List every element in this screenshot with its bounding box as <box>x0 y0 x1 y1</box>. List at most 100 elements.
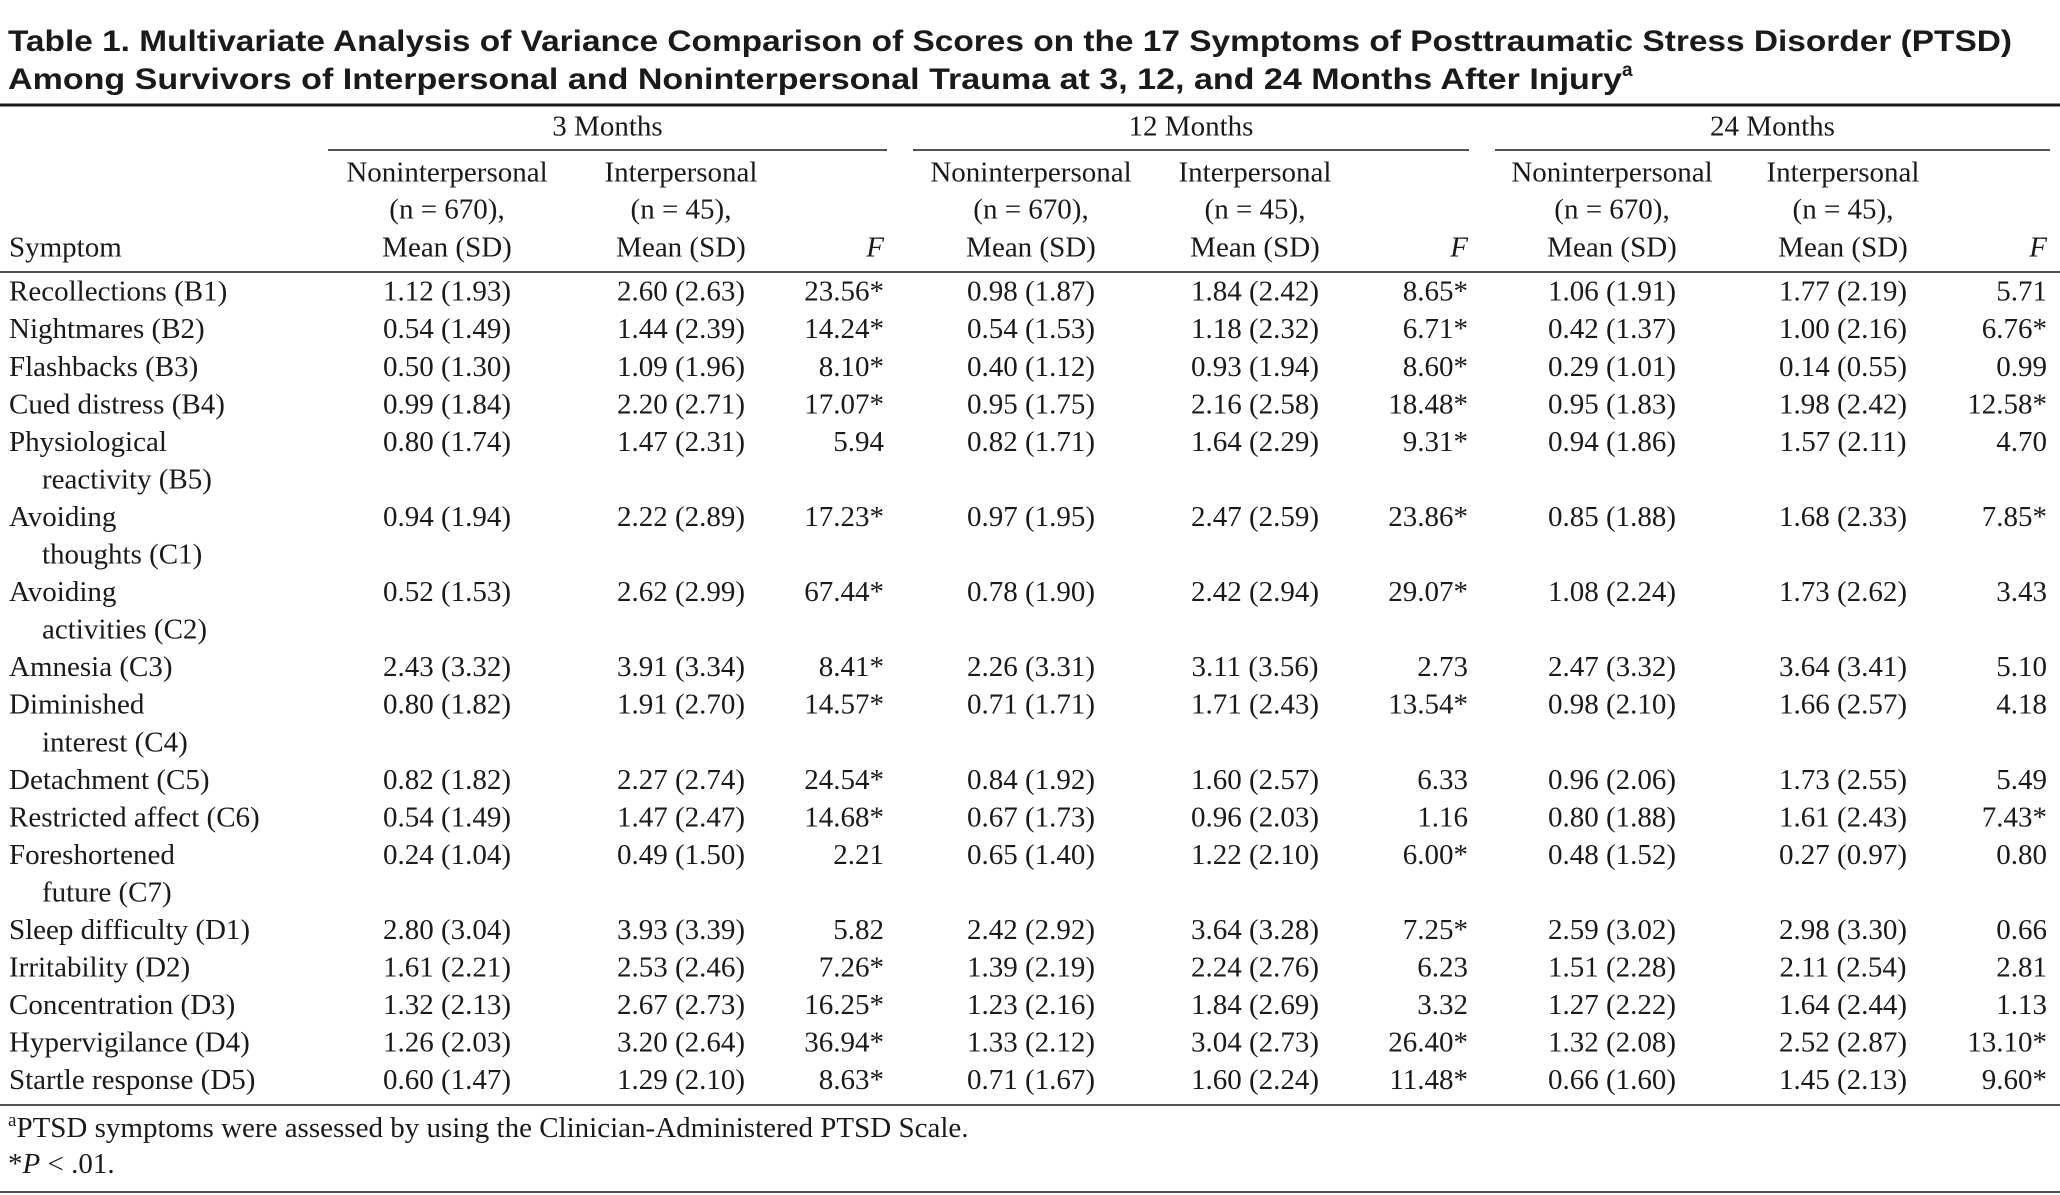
cell-value: 2.21 <box>833 839 884 871</box>
cell-value: 3.32 <box>1417 989 1468 1021</box>
cell-value: 0.42 (1.37) <box>1548 313 1676 345</box>
cell-value: 0.40 (1.12) <box>967 351 1095 383</box>
cell-value: 0.95 (1.83) <box>1548 388 1676 420</box>
column-header: (n = 45), <box>1793 194 1894 226</box>
cell-value: 8.65* <box>1403 276 1468 308</box>
cell-value: 5.94 <box>833 426 884 458</box>
cell-value: 1.84 (2.42) <box>1191 276 1319 308</box>
cell-value: 8.60* <box>1403 351 1468 383</box>
column-header: Mean (SD) <box>1778 232 1908 264</box>
column-header: F <box>2028 232 2047 264</box>
cell-value: 16.25* <box>804 989 884 1021</box>
cell-value: 2.80 (3.04) <box>383 914 511 946</box>
cell-value: 0.67 (1.73) <box>967 801 1095 833</box>
cell-value: 2.62 (2.99) <box>617 576 745 608</box>
cell-value: 1.08 (2.24) <box>1548 576 1676 608</box>
cell-value: 13.54* <box>1388 689 1468 721</box>
cell-value: 3.20 (2.64) <box>617 1027 745 1059</box>
cell-value: 0.93 (1.94) <box>1191 351 1319 383</box>
symptom-label: Amnesia (C3) <box>9 651 173 683</box>
symptom-label: Restricted affect (C6) <box>9 801 260 833</box>
title-line: Among Survivors of Interpersonal and Non… <box>8 60 1633 96</box>
column-header: Mean (SD) <box>1190 232 1320 264</box>
cell-value: 2.60 (2.63) <box>617 276 745 308</box>
cell-value: 6.76* <box>1982 313 2047 345</box>
column-header: Interpersonal <box>605 157 758 189</box>
cell-value: 1.47 (2.31) <box>617 426 745 458</box>
cell-value: 1.68 (2.33) <box>1779 501 1907 533</box>
column-header: F <box>1449 232 1468 264</box>
symptom-label: activities (C2) <box>42 614 207 646</box>
cell-value: 1.12 (1.93) <box>383 276 511 308</box>
column-header: Mean (SD) <box>1547 232 1677 264</box>
cell-value: 14.24* <box>804 313 884 345</box>
cell-value: 0.14 (0.55) <box>1779 351 1907 383</box>
cell-value: 1.16 <box>1417 801 1468 833</box>
title-superscript: a <box>1622 60 1633 81</box>
group-header: 24 Months <box>1710 111 1835 143</box>
cell-value: 4.18 <box>1996 689 2047 721</box>
cell-value: 2.16 (2.58) <box>1191 388 1319 420</box>
cell-value: 0.82 (1.82) <box>383 764 511 796</box>
cell-value: 2.81 <box>1996 952 2047 984</box>
title-line: Table 1. Multivariate Analysis of Varian… <box>8 25 2012 58</box>
column-header: Noninterpersonal <box>346 157 547 189</box>
cell-value: 1.73 (2.55) <box>1779 764 1907 796</box>
cell-value: 0.98 (1.87) <box>967 276 1095 308</box>
cell-value: 1.23 (2.16) <box>967 989 1095 1021</box>
cell-value: 7.43* <box>1982 801 2047 833</box>
column-header: (n = 45), <box>1205 194 1306 226</box>
cell-value: 0.54 (1.49) <box>383 313 511 345</box>
title-text: Among Survivors of Interpersonal and Non… <box>8 63 1622 96</box>
cell-value: 2.26 (3.31) <box>967 651 1095 683</box>
column-header: Interpersonal <box>1179 157 1332 189</box>
cell-value: 0.96 (2.03) <box>1191 801 1319 833</box>
cell-value: 0.80 (1.74) <box>383 426 511 458</box>
symptom-label: Cued distress (B4) <box>9 388 225 420</box>
cell-value: 2.52 (2.87) <box>1779 1027 1907 1059</box>
cell-value: 1.91 (2.70) <box>617 689 745 721</box>
cell-value: 6.00* <box>1403 839 1468 871</box>
cell-value: 0.82 (1.71) <box>967 426 1095 458</box>
cell-value: 1.73 (2.62) <box>1779 576 1907 608</box>
cell-value: 1.32 (2.08) <box>1548 1027 1676 1059</box>
cell-value: 1.33 (2.12) <box>967 1027 1095 1059</box>
cell-value: 0.49 (1.50) <box>617 839 745 871</box>
cell-value: 6.33 <box>1417 764 1468 796</box>
cell-value: 1.61 (2.21) <box>383 952 511 984</box>
cell-value: 1.29 (2.10) <box>617 1064 745 1096</box>
title-text: Table 1. Multivariate Analysis of Varian… <box>8 25 2012 58</box>
group-header: 3 Months <box>552 111 662 143</box>
cell-value: 6.71* <box>1403 313 1468 345</box>
cell-value: 1.26 (2.03) <box>383 1027 511 1059</box>
cell-value: 1.84 (2.69) <box>1191 989 1319 1021</box>
cell-value: 6.23 <box>1417 952 1468 984</box>
footnote: *P < .01. <box>8 1148 115 1180</box>
symptom-label: Flashbacks (B3) <box>9 351 198 383</box>
cell-value: 3.64 (3.28) <box>1191 914 1319 946</box>
cell-value: 17.23* <box>804 501 884 533</box>
column-header: Mean (SD) <box>382 232 512 264</box>
cell-value: 0.71 (1.67) <box>967 1064 1095 1096</box>
cell-value: 0.52 (1.53) <box>383 576 511 608</box>
symptom-label: Foreshortened <box>9 839 175 871</box>
footnote: aPTSD symptoms were assessed by using th… <box>8 1110 969 1143</box>
cell-value: 1.22 (2.10) <box>1191 839 1319 871</box>
cell-value: 2.47 (3.32) <box>1548 651 1676 683</box>
column-header: Noninterpersonal <box>930 157 1131 189</box>
cell-value: 12.58* <box>1967 388 2047 420</box>
cell-value: 0.84 (1.92) <box>967 764 1095 796</box>
cell-value: 14.68* <box>804 801 884 833</box>
cell-value: 29.07* <box>1388 576 1468 608</box>
cell-value: 1.13 <box>1996 989 2047 1021</box>
cell-value: 0.95 (1.75) <box>967 388 1095 420</box>
cell-value: 0.65 (1.40) <box>967 839 1095 871</box>
cell-value: 0.78 (1.90) <box>967 576 1095 608</box>
cell-value: 18.48* <box>1388 388 1468 420</box>
cell-value: 1.64 (2.44) <box>1779 989 1907 1021</box>
cell-value: 23.86* <box>1388 501 1468 533</box>
cell-value: 0.94 (1.94) <box>383 501 511 533</box>
cell-value: 1.32 (2.13) <box>383 989 511 1021</box>
cell-value: 3.43 <box>1996 576 2047 608</box>
